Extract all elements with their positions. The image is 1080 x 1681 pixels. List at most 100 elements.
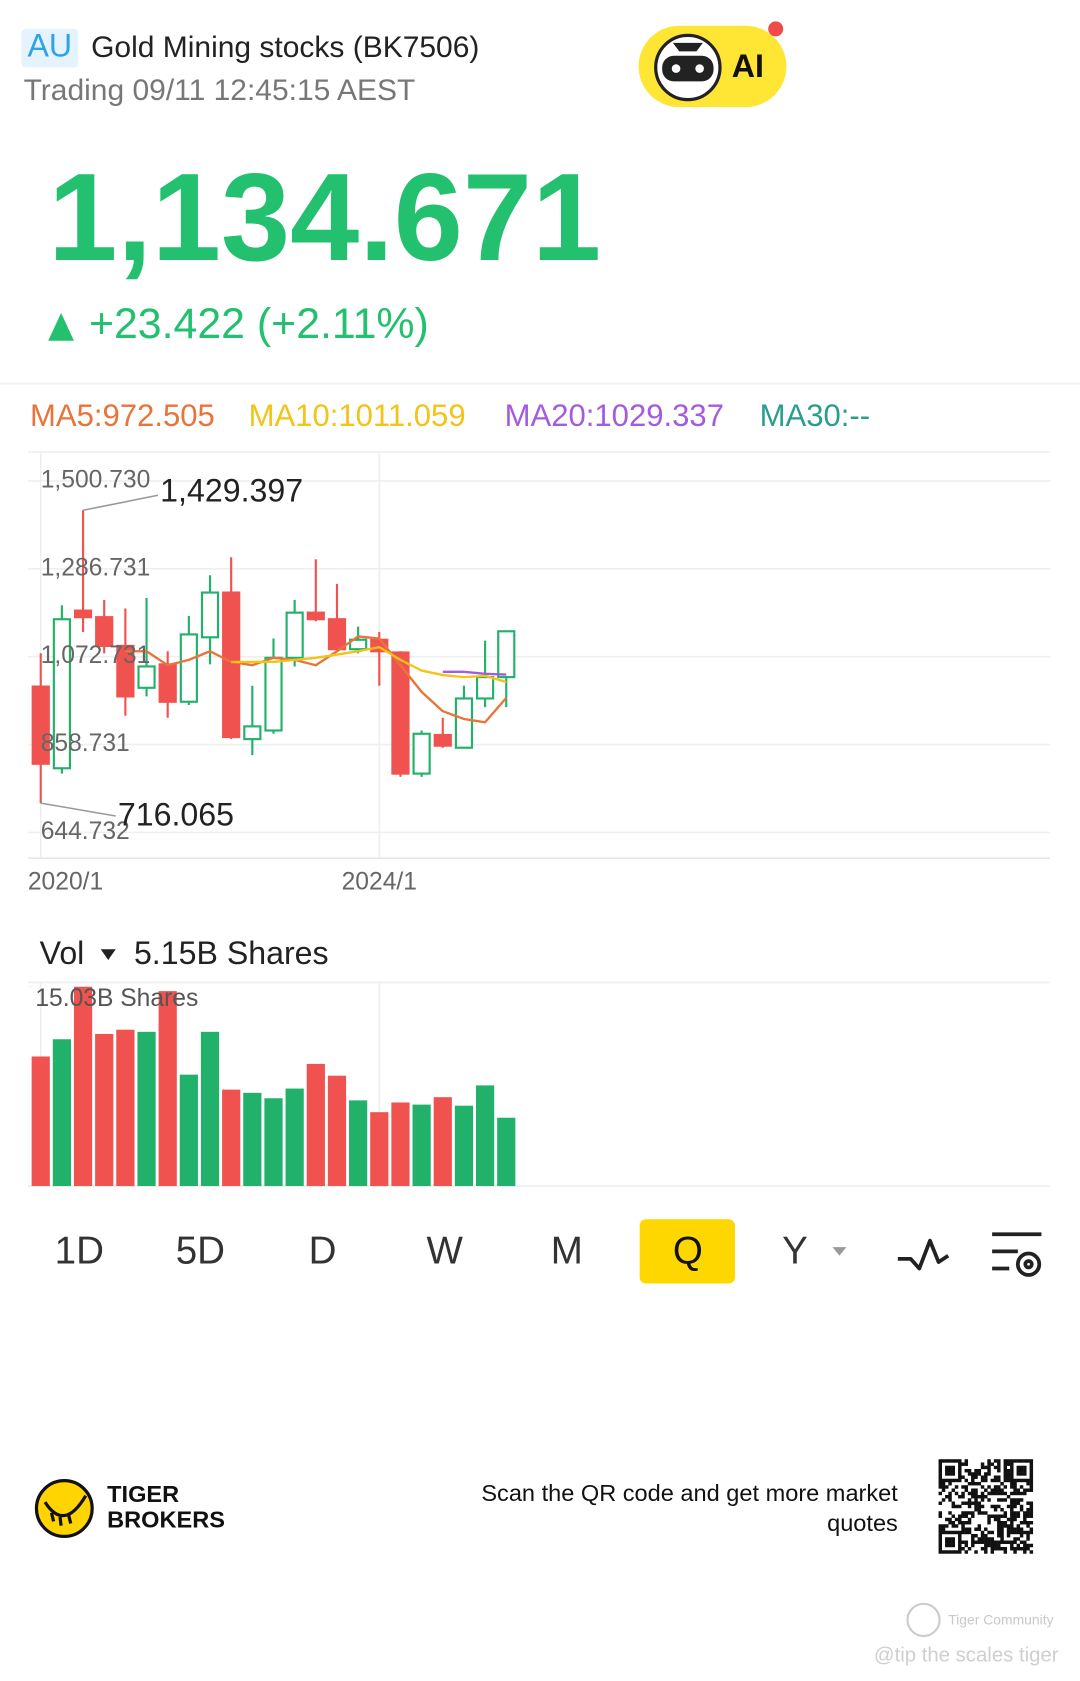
- candle-body: [391, 651, 410, 775]
- qr-module: [1010, 1504, 1014, 1509]
- volume-bar: [327, 1075, 347, 1187]
- candle-body: [454, 697, 474, 749]
- period-tab[interactable]: M: [551, 1230, 583, 1273]
- indicator-icon[interactable]: [897, 1238, 950, 1271]
- qr-module: [974, 1472, 978, 1476]
- period-tab[interactable]: 1D: [55, 1230, 104, 1273]
- qr-module: [1010, 1478, 1014, 1483]
- qr-module: [1016, 1511, 1021, 1515]
- qr-module: [958, 1517, 962, 1522]
- volume-bar: [95, 1033, 114, 1187]
- qr-module: [964, 1488, 969, 1492]
- period-tab[interactable]: Y: [782, 1230, 808, 1273]
- selected-tab-bg: [639, 1219, 735, 1284]
- qr-module: [1006, 1462, 1011, 1466]
- volume-dropdown[interactable]: [100, 949, 116, 960]
- qr-module: [987, 1540, 991, 1544]
- market-badge: [21, 28, 79, 68]
- qr-module: [1016, 1472, 1021, 1476]
- period-tab[interactable]: 5D: [176, 1230, 225, 1273]
- qr-module: [1010, 1520, 1014, 1525]
- qr-module: [961, 1530, 965, 1535]
- qr-module: [948, 1537, 952, 1541]
- period-tab[interactable]: D: [309, 1230, 337, 1273]
- qr-module: [945, 1550, 949, 1554]
- qr-module: [971, 1475, 975, 1479]
- qr-module: [1003, 1540, 1008, 1544]
- candle-body: [306, 611, 325, 621]
- qr-module: [964, 1511, 969, 1515]
- qr-module: [980, 1540, 985, 1544]
- volume-bar: [31, 1056, 50, 1187]
- qr-module: [941, 1488, 946, 1492]
- watermark-logo: [906, 1602, 941, 1638]
- y-tick-label: 644.732: [41, 818, 130, 845]
- qr-module: [997, 1475, 1001, 1479]
- qr-module: [1019, 1533, 1024, 1538]
- settings-icon[interactable]: [992, 1232, 1042, 1277]
- qr-module: [1016, 1527, 1021, 1531]
- qr-module: [1013, 1514, 1017, 1518]
- qr-module: [997, 1527, 1001, 1531]
- period-tab[interactable]: W: [426, 1230, 463, 1273]
- qr-module: [971, 1494, 975, 1499]
- qr-module: [977, 1527, 982, 1531]
- qr-module: [980, 1547, 985, 1551]
- qr-module: [997, 1504, 1001, 1509]
- qr-module: [948, 1520, 952, 1525]
- qr-module: [1006, 1533, 1011, 1538]
- qr-module: [948, 1494, 952, 1499]
- qr-module: [1029, 1468, 1034, 1473]
- qr-module: [951, 1540, 956, 1544]
- price-change: +23.422 (+2.11%): [89, 300, 429, 348]
- qr-module: [967, 1468, 972, 1473]
- tab-dropdown[interactable]: [832, 1247, 847, 1256]
- qr-module: [974, 1481, 978, 1486]
- qr-module: [945, 1524, 949, 1528]
- qr-module: [941, 1550, 946, 1554]
- qr-module: [1010, 1514, 1014, 1518]
- qr-module: [1000, 1498, 1004, 1502]
- qr-module: [967, 1520, 972, 1525]
- qr-module: [1010, 1524, 1014, 1528]
- indicator-icon-line[interactable]: [897, 1238, 950, 1271]
- qr-module: [938, 1524, 943, 1528]
- qr-module: [1026, 1478, 1030, 1483]
- candle-body: [433, 733, 452, 747]
- qr-module: [1016, 1491, 1021, 1496]
- qr-module: [1023, 1472, 1027, 1476]
- qr-module: [1006, 1494, 1011, 1499]
- qr-module: [1003, 1462, 1008, 1466]
- qr-module: [980, 1478, 985, 1483]
- ai-label[interactable]: AI: [732, 48, 764, 84]
- qr-module: [984, 1488, 988, 1492]
- qr-module: [1000, 1533, 1004, 1538]
- qr-module: [1019, 1465, 1024, 1470]
- qr-module: [1010, 1547, 1014, 1551]
- settings-icon-gear-center[interactable]: [1023, 1259, 1034, 1270]
- ai-button[interactable]: AI: [638, 21, 787, 108]
- qr-module: [1016, 1459, 1021, 1463]
- qr-module: [993, 1547, 998, 1551]
- qr-module: [1000, 1527, 1004, 1531]
- qr-module: [997, 1547, 1001, 1551]
- qr-module: [980, 1462, 985, 1466]
- qr-module: [987, 1514, 991, 1518]
- qr-module: [1013, 1488, 1017, 1492]
- qr-module: [971, 1533, 975, 1538]
- qr-module: [984, 1475, 988, 1479]
- qr-module: [1013, 1481, 1017, 1486]
- qr-module: [1026, 1481, 1030, 1486]
- qr-module: [954, 1504, 959, 1509]
- qr-module: [967, 1501, 972, 1505]
- settings-icon-gear[interactable]: [1015, 1251, 1042, 1277]
- period-tab[interactable]: Q: [673, 1230, 703, 1273]
- qr-module: [1003, 1498, 1008, 1502]
- qr-module: [938, 1547, 943, 1551]
- qr-module: [1029, 1485, 1034, 1489]
- volume-bar: [264, 1098, 283, 1187]
- ma-line: [231, 645, 507, 684]
- ma-line: [125, 635, 508, 724]
- qr-module: [1006, 1459, 1011, 1463]
- qr-module: [938, 1459, 943, 1463]
